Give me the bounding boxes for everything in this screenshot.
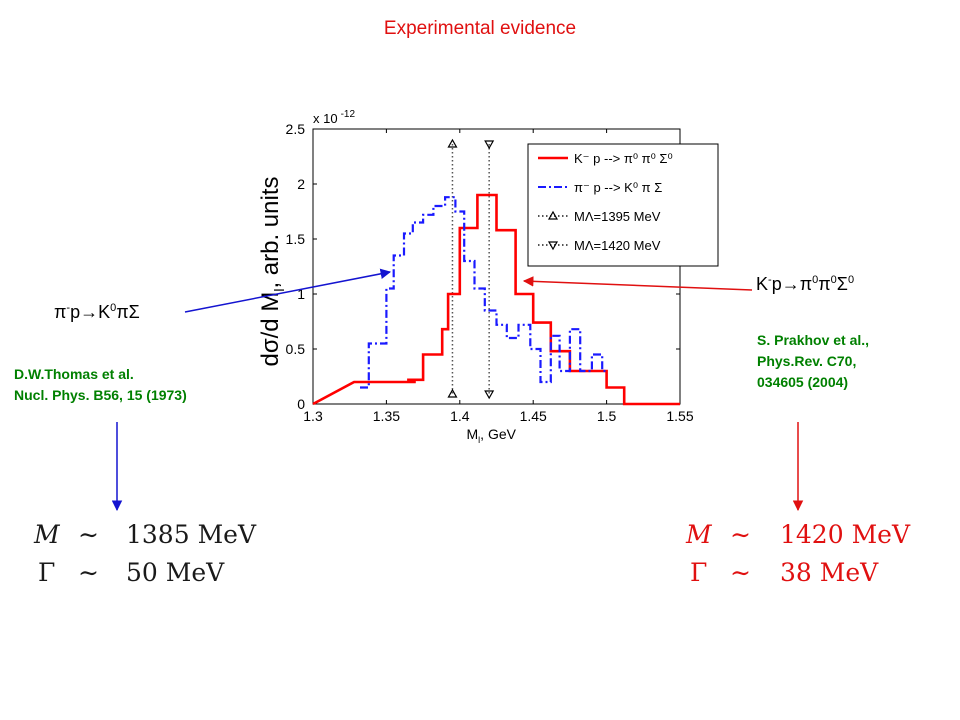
x-tick-label: 1.3 [303, 408, 323, 424]
x-tick-label: 1.35 [373, 408, 400, 424]
y-exponent: x 10 -12 [313, 109, 355, 126]
x-axis-label-unit: , GeV [480, 426, 516, 442]
right-width-approx: ∼ [730, 558, 751, 587]
left-width-value: 50 MeV [126, 558, 225, 587]
y-axis-label-sub: l [271, 289, 287, 292]
y-tick-label: 0.5 [286, 341, 306, 357]
right-mass-value: 1420 MeV [780, 520, 911, 549]
right-reaction-sup1: - [768, 274, 772, 286]
y-axis-label: dσ/d Ml, arb. units [257, 176, 287, 366]
right-reaction-label: K-p→π0π0Σ0 [756, 274, 854, 295]
right-width-symbol: Γ [690, 558, 708, 587]
right-mass-symbol: M [686, 520, 712, 549]
left-reaction-post: πΣ [116, 302, 140, 322]
right-width-value: 38 MeV [780, 558, 879, 587]
left-mass-approx: ∼ [78, 520, 99, 549]
left-ref-line1: D.W.Thomas et al. [14, 366, 134, 382]
reference-marker-top-0 [447, 138, 458, 148]
x-tick-label: 1.5 [597, 408, 617, 424]
left-formula: M ∼ 1385 MeV Γ ∼ 50 MeV [34, 520, 294, 596]
legend-marker-2 [547, 210, 559, 220]
y-exponent-power: -12 [341, 109, 356, 120]
left-reaction-label: π-p→K0πΣ [54, 302, 140, 323]
right-reaction-mid2: π [818, 274, 831, 294]
left-mass-symbol: M [34, 520, 60, 549]
y-tick-label: 0 [297, 396, 305, 412]
right-reaction-sup3: 0 [830, 274, 837, 286]
right-reference: S. Prakhov et al., Phys.Rev. C70, 034605… [757, 330, 869, 393]
y-tick-label: 1.5 [286, 231, 306, 247]
left-reaction-mid: p→K [70, 302, 111, 322]
y-tick-label: 1 [297, 286, 305, 302]
left-reference: D.W.Thomas et al. Nucl. Phys. B56, 15 (1… [14, 364, 187, 406]
left-pointer-arrow [184, 268, 392, 313]
left-width-approx: ∼ [78, 558, 99, 587]
right-mass-approx: ∼ [730, 520, 751, 549]
histogram-series-1 [360, 196, 607, 389]
y-axis-label-post: , arb. units [257, 176, 284, 288]
legend-label-0: K⁻ p --> π⁰ π⁰ Σ⁰ [574, 151, 673, 166]
legend-box [527, 143, 719, 267]
left-width-symbol: Γ [38, 558, 56, 587]
legend-label-1: π⁻ p --> K⁰ π Σ [574, 180, 662, 195]
right-reaction-sup4: 0 [847, 274, 855, 286]
page-title: Experimental evidence [383, 18, 577, 39]
left-reaction-pre: π [54, 302, 67, 322]
y-tick-label: 2 [297, 176, 305, 192]
right-reaction-pre: K [756, 274, 769, 294]
legend-label-3: MΛ=1420 MeV [574, 238, 661, 253]
right-ref-line3: 034605 (2004) [757, 374, 849, 390]
right-ref-line1: S. Prakhov et al., [757, 332, 870, 348]
right-reaction-post: Σ [836, 274, 848, 294]
legend-marker-3 [547, 241, 559, 251]
left-ref-line2: Nucl. Phys. B56, 15 (1973) [14, 387, 187, 403]
reference-marker-bottom-0 [447, 388, 458, 398]
x-tick-label: 1.4 [450, 408, 470, 424]
y-tick-label: 2.5 [286, 121, 306, 137]
right-pointer-arrow [522, 276, 753, 291]
left-mass-value: 1385 MeV [126, 520, 257, 549]
x-axis-label-sub: l [478, 435, 480, 445]
reference-marker-top-1 [484, 140, 495, 150]
right-formula: M ∼ 1420 MeV Γ ∼ 38 MeV [686, 520, 946, 596]
left-reaction-sup2: 0 [110, 302, 117, 314]
x-tick-label: 1.55 [666, 408, 693, 424]
reference-marker-bottom-1 [484, 390, 495, 400]
x-tick-label: 1.45 [520, 408, 547, 424]
x-axis-label: Ml, GeV [467, 426, 517, 445]
right-reaction-sup2: 0 [812, 274, 819, 286]
right-ref-line2: Phys.Rev. C70, [757, 353, 857, 369]
right-reaction-mid: p→π [771, 274, 813, 294]
left-reaction-sup1: - [66, 302, 71, 314]
legend-label-2: MΛ=1395 MeV [574, 209, 661, 224]
